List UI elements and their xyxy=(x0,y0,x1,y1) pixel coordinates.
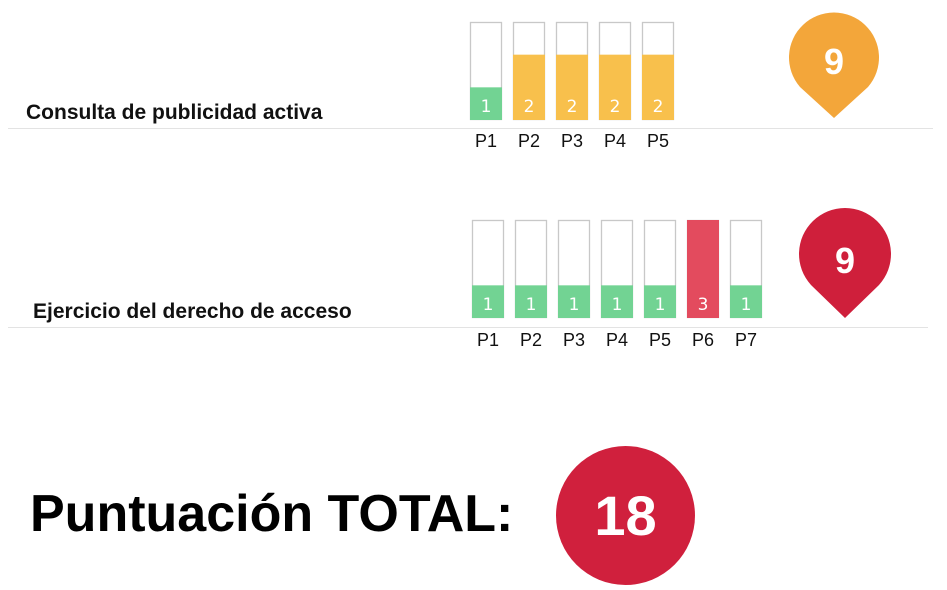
section-2-score-pin: 9 xyxy=(798,208,892,325)
bar-fill xyxy=(601,285,633,318)
section-1-score-pin: 9 xyxy=(787,12,881,125)
bar-value-label: 1 xyxy=(741,295,752,315)
bar-p5: 1 P5 xyxy=(643,219,677,350)
bar-category-label: P7 xyxy=(735,330,757,350)
bar-value-label: 2 xyxy=(653,97,664,117)
section-2-score-value: 9 xyxy=(835,240,855,281)
bar-value-label: 2 xyxy=(524,97,535,117)
bar-value-label: 3 xyxy=(698,295,709,315)
bar-fill xyxy=(644,285,676,318)
bar-category-label: P1 xyxy=(475,131,497,151)
bar-p6: 3 P6 xyxy=(686,219,720,350)
bar-category-label: P6 xyxy=(692,330,714,350)
bar-p4: 1 P4 xyxy=(600,219,634,350)
section-2-score-pin-icon xyxy=(799,208,891,318)
section-1-title: Consulta de publicidad activa xyxy=(26,101,323,124)
bar-p4: 2 P4 xyxy=(598,21,632,151)
bar-category-label: P3 xyxy=(561,131,583,151)
section-1-score-pin-icon xyxy=(789,12,879,119)
section-1-bar-chart: 1 P1 2 P2 2 P3 2 P4 2 P5 xyxy=(469,21,675,151)
bar-fill xyxy=(513,54,545,120)
bar-category-label: P4 xyxy=(606,330,628,350)
bar-value-label: 1 xyxy=(655,295,666,315)
bar-category-label: P5 xyxy=(649,330,671,350)
bar-p2: 1 P2 xyxy=(514,219,548,350)
bar-p2: 2 P2 xyxy=(512,21,546,151)
bar-fill xyxy=(470,87,502,120)
total-score-circle: 18 xyxy=(556,446,695,585)
bar-fill xyxy=(558,285,590,318)
bar-fill xyxy=(472,285,504,318)
bar-value-label: 1 xyxy=(569,295,580,315)
section-1-score-value: 9 xyxy=(824,41,844,82)
bar-fill xyxy=(642,54,674,120)
section-2-title: Ejercicio del derecho de acceso xyxy=(33,300,352,323)
section-2-bar-chart: 1 P1 1 P2 1 P3 1 P4 1 P5 3 P6 1 P7 xyxy=(471,219,763,350)
bar-p1: 1 P1 xyxy=(469,21,503,151)
bar-p3: 2 P3 xyxy=(555,21,589,151)
bar-category-label: P2 xyxy=(518,131,540,151)
bar-value-label: 1 xyxy=(612,295,623,315)
bar-p3: 1 P3 xyxy=(557,219,591,350)
bar-value-label: 1 xyxy=(526,295,537,315)
bar-fill xyxy=(730,285,762,318)
bar-value-label: 2 xyxy=(567,97,578,117)
bar-p5: 2 P5 xyxy=(641,21,675,151)
bar-category-label: P1 xyxy=(477,330,499,350)
bar-category-label: P4 xyxy=(604,131,626,151)
bar-fill xyxy=(599,54,631,120)
bar-category-label: P5 xyxy=(647,131,669,151)
bar-category-label: P2 xyxy=(520,330,542,350)
bar-p7: 1 P7 xyxy=(729,219,763,350)
bar-value-label: 2 xyxy=(610,97,621,117)
bar-p1: 1 P1 xyxy=(471,219,505,350)
bar-fill xyxy=(556,54,588,120)
bar-fill xyxy=(687,220,719,318)
bar-value-label: 1 xyxy=(481,97,492,117)
bar-fill xyxy=(515,285,547,318)
section-1-baseline xyxy=(8,128,933,129)
bar-value-label: 1 xyxy=(483,295,494,315)
total-label: Puntuación TOTAL: xyxy=(30,485,514,543)
bar-category-label: P3 xyxy=(563,330,585,350)
total-score-value: 18 xyxy=(594,484,657,547)
section-2-baseline xyxy=(8,327,928,328)
